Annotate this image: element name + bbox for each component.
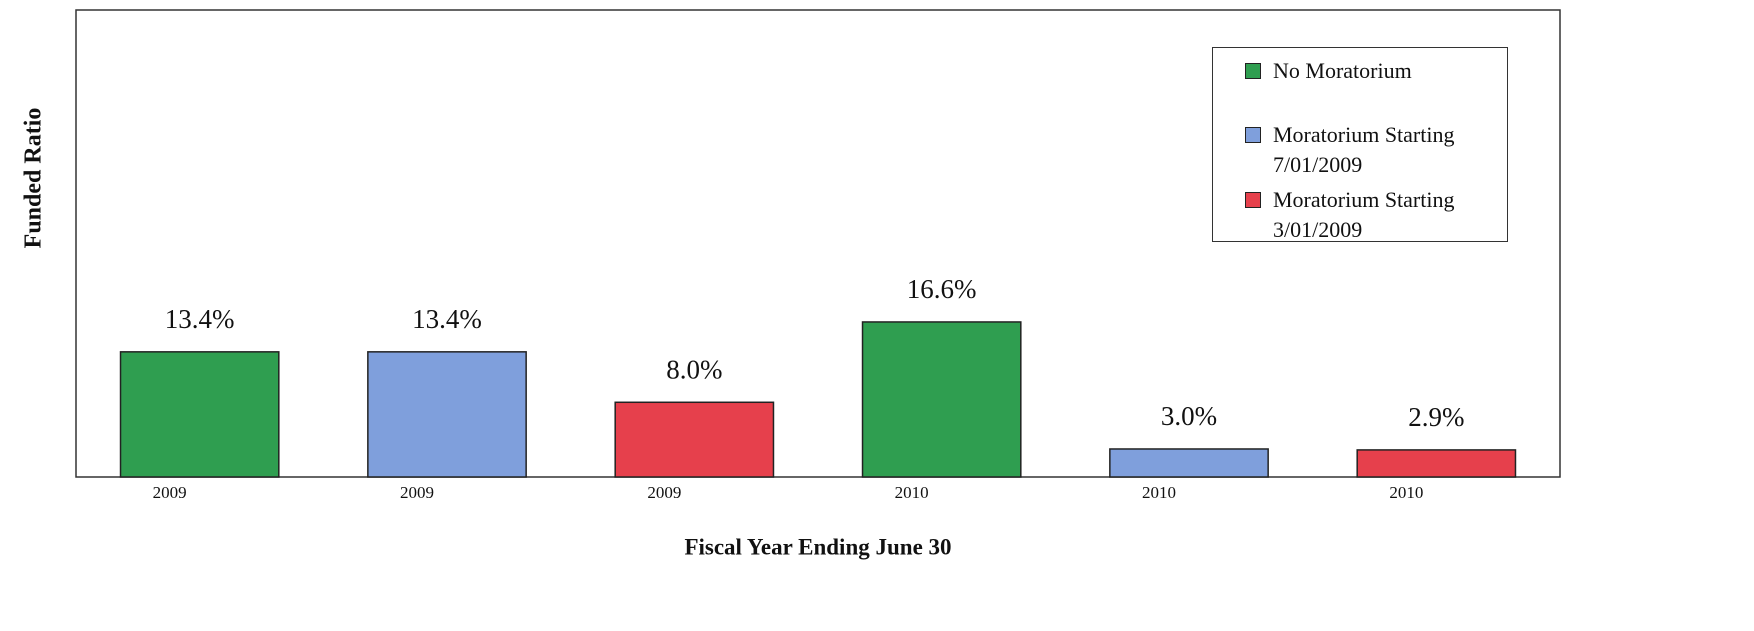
bar xyxy=(1109,448,1269,478)
data-label: 2.9% xyxy=(1408,402,1464,432)
legend-entry: Moratorium Starting 3/01/2009 xyxy=(1245,185,1495,245)
data-label: 16.6% xyxy=(907,274,977,304)
x-tick-label: 2009 xyxy=(153,483,187,502)
legend-label: Moratorium Starting 3/01/2009 xyxy=(1273,187,1455,242)
x-tick-label: 2010 xyxy=(1142,483,1176,502)
data-label: 8.0% xyxy=(666,354,722,384)
legend-label: Moratorium Starting 7/01/2009 xyxy=(1273,122,1455,177)
bar xyxy=(367,351,527,478)
legend-swatch xyxy=(1245,127,1261,143)
legend-swatch xyxy=(1245,63,1261,79)
x-tick-label: 2009 xyxy=(400,483,434,502)
x-axis-title: Fiscal Year Ending June 30 xyxy=(684,534,951,559)
plot-frame xyxy=(75,9,1561,478)
data-label: 3.0% xyxy=(1161,401,1217,431)
legend: No Moratorium Moratorium Starting 7/01/20… xyxy=(1212,47,1508,242)
y-axis-title: Funded Ratio xyxy=(21,108,47,249)
legend-entry: No Moratorium xyxy=(1245,56,1495,86)
x-tick-label: 2010 xyxy=(895,483,929,502)
x-tick-label: 2009 xyxy=(647,483,681,502)
bar xyxy=(861,321,1022,478)
x-tick-label: 2010 xyxy=(1389,483,1423,502)
legend-label: No Moratorium xyxy=(1273,58,1412,83)
data-label: 13.4% xyxy=(165,304,235,334)
legend-entry: Moratorium Starting 7/01/2009 xyxy=(1245,120,1495,180)
data-label: 13.4% xyxy=(412,304,482,334)
bar xyxy=(1356,449,1517,478)
bar xyxy=(614,401,775,478)
bar xyxy=(119,351,280,478)
legend-swatch xyxy=(1245,192,1261,208)
